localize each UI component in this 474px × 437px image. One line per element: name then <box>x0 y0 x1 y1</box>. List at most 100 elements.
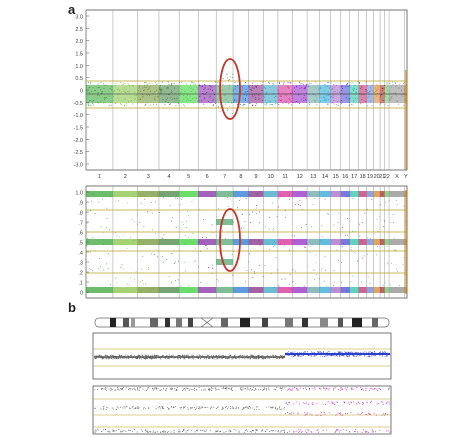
data-point <box>165 99 167 101</box>
data-point <box>356 431 358 433</box>
data-point <box>102 198 103 200</box>
data-point <box>200 407 202 409</box>
data-point <box>297 101 299 103</box>
data-point <box>293 355 295 357</box>
data-point <box>387 263 389 265</box>
data-point <box>118 357 120 359</box>
data-point <box>136 387 138 389</box>
ideogram-band <box>131 318 135 327</box>
data-point <box>258 98 260 100</box>
data-point <box>144 104 146 106</box>
data-point <box>242 389 244 391</box>
data-point <box>395 83 397 85</box>
data-point <box>252 430 254 432</box>
data-point <box>234 354 236 356</box>
data-point <box>185 387 187 389</box>
data-point <box>103 97 105 99</box>
data-point <box>313 355 315 357</box>
data-point <box>241 354 243 356</box>
data-point <box>376 218 378 220</box>
data-point <box>142 256 144 257</box>
data-point <box>205 429 207 431</box>
data-point <box>291 387 293 389</box>
data-point <box>263 357 265 359</box>
data-point <box>268 388 270 390</box>
data-point <box>263 358 265 360</box>
data-point <box>265 430 267 432</box>
data-point <box>150 288 152 290</box>
data-point <box>145 389 147 391</box>
data-point <box>331 402 333 404</box>
data-point <box>106 207 108 209</box>
data-point <box>162 238 164 240</box>
data-point <box>369 388 371 390</box>
data-point <box>386 354 388 356</box>
data-point <box>267 243 269 245</box>
data-point <box>302 388 304 390</box>
data-point <box>151 253 152 255</box>
data-point <box>327 401 329 403</box>
data-point <box>179 95 181 97</box>
data-point <box>384 282 386 284</box>
data-point <box>352 104 354 106</box>
data-point <box>221 387 223 389</box>
data-point <box>154 91 156 93</box>
y-tick-label: 2.0 <box>75 39 83 45</box>
data-point <box>382 100 384 102</box>
data-point <box>337 104 339 106</box>
data-point <box>262 388 264 390</box>
data-point <box>269 103 271 105</box>
data-point <box>315 262 317 264</box>
data-point <box>369 401 371 403</box>
data-point <box>203 219 205 221</box>
data-point <box>205 407 207 409</box>
data-point <box>194 408 196 410</box>
data-point <box>290 413 292 415</box>
data-point <box>247 354 248 356</box>
data-point <box>156 84 158 86</box>
data-point <box>100 82 102 84</box>
data-point <box>174 388 176 390</box>
data-point <box>255 103 257 105</box>
data-point <box>273 246 275 248</box>
data-point <box>392 214 394 216</box>
data-point <box>173 407 175 409</box>
data-point <box>209 97 211 99</box>
data-point <box>186 220 187 222</box>
data-point <box>149 86 151 88</box>
data-point <box>330 96 332 98</box>
data-point <box>228 87 230 89</box>
data-point <box>139 90 141 92</box>
data-point <box>105 84 107 86</box>
data-point <box>152 389 154 391</box>
data-point <box>340 102 342 104</box>
data-point <box>189 388 191 390</box>
data-point <box>305 243 307 245</box>
data-point <box>208 358 210 359</box>
data-point <box>100 89 102 91</box>
data-point <box>170 83 172 85</box>
data-point <box>131 84 133 86</box>
data-point <box>240 227 242 229</box>
data-point <box>204 388 206 390</box>
data-point <box>278 83 280 85</box>
data-point <box>372 431 374 433</box>
data-point <box>283 81 285 83</box>
data-point <box>270 407 272 409</box>
data-point <box>244 388 246 390</box>
baf-band <box>384 239 390 245</box>
data-point <box>105 96 107 98</box>
data-point <box>145 82 147 84</box>
data-point <box>231 387 233 389</box>
data-point <box>300 204 301 206</box>
data-point <box>289 389 291 391</box>
data-point <box>364 351 366 353</box>
data-point <box>160 389 162 391</box>
zoom-log-ratio-points <box>94 351 391 360</box>
data-point <box>289 198 291 200</box>
data-point <box>250 221 252 223</box>
data-point <box>196 86 198 88</box>
data-point <box>197 429 199 431</box>
data-point <box>146 210 148 212</box>
y-tick-label: -1.0 <box>74 113 83 119</box>
